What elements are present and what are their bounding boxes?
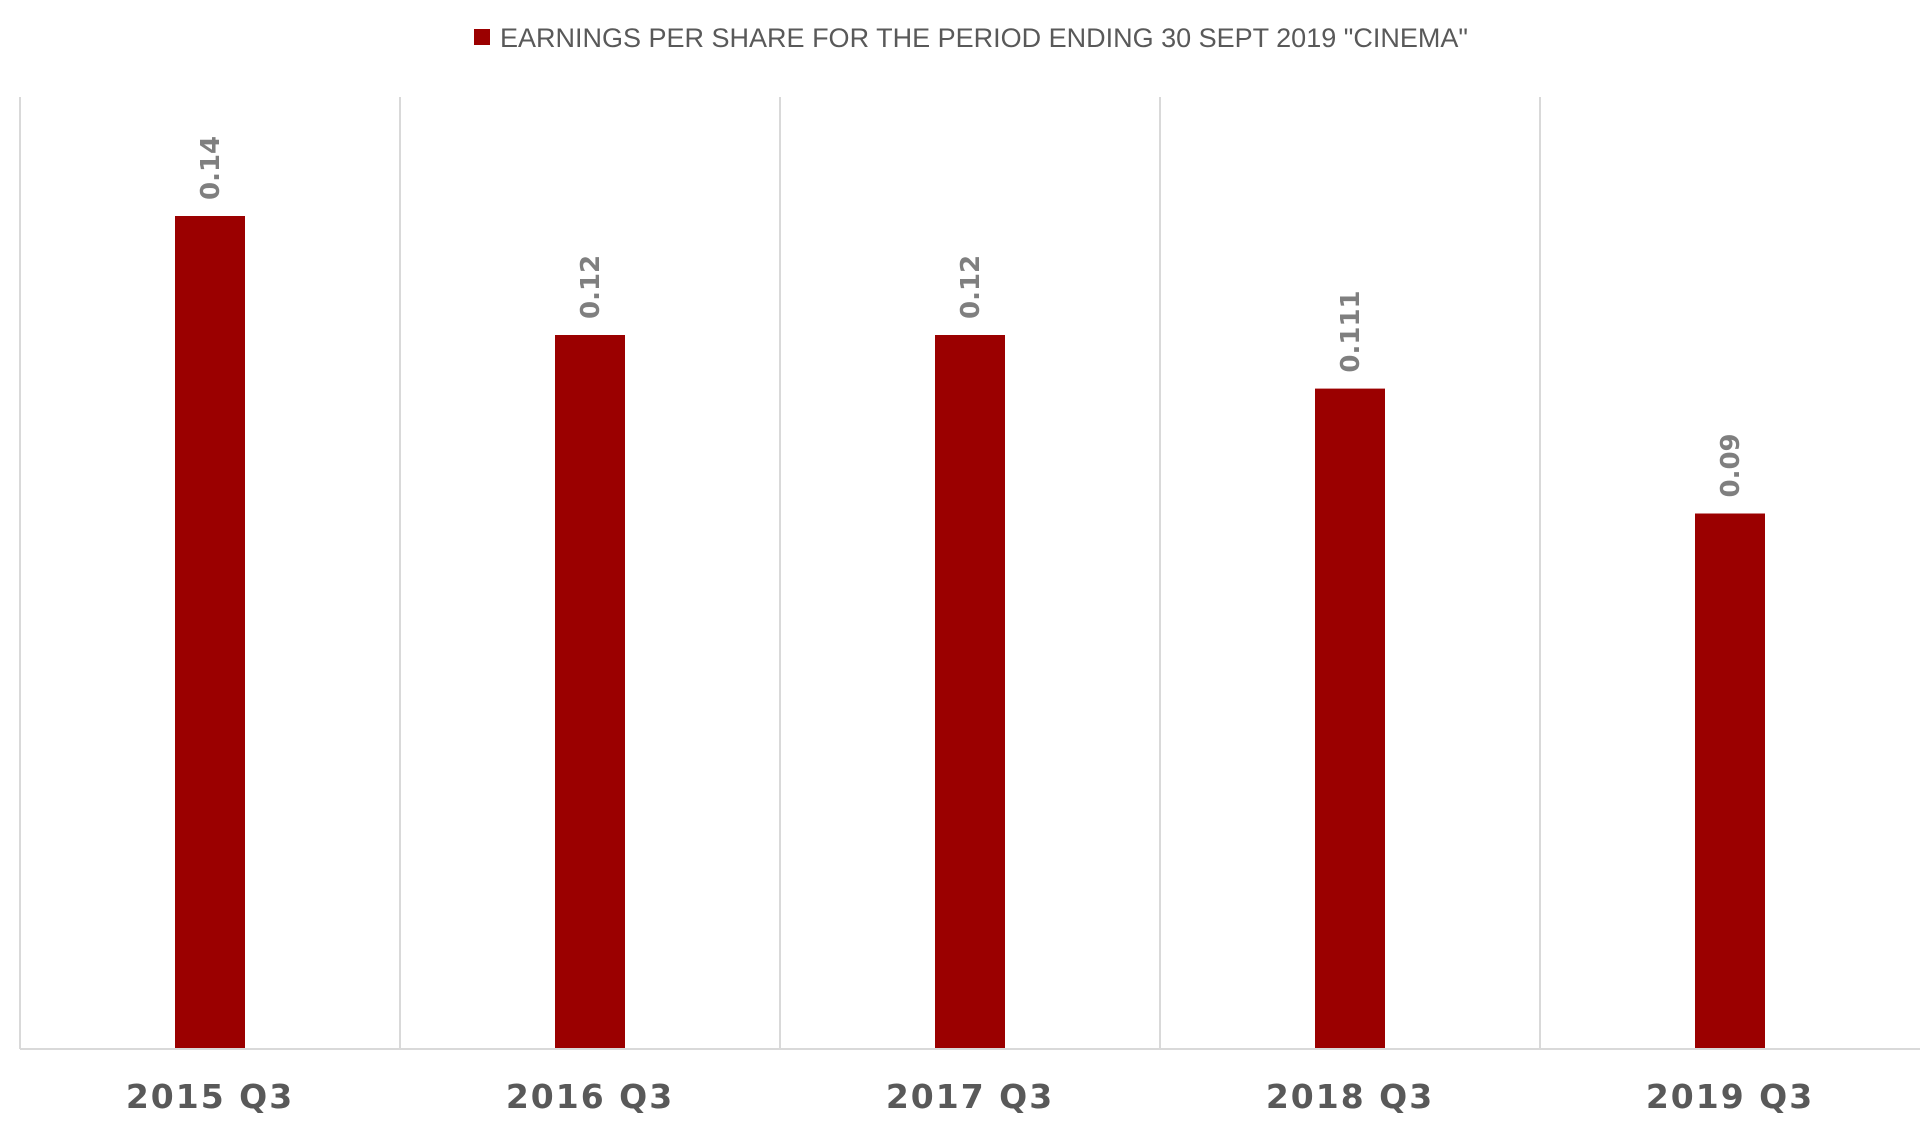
category-label: 2019 Q3	[1646, 1077, 1814, 1116]
bar-2018-q3	[1315, 388, 1385, 1050]
plot-area: 0.14 2015 Q3 0.12 2016 Q3 0.12 2017 Q3 0.111 20…	[19, 97, 1920, 1116]
data-label: 0.09	[1716, 433, 1746, 497]
bar-2017-q3	[935, 335, 1005, 1049]
bar-2019-q3	[1695, 513, 1765, 1049]
legend: EARNINGS PER SHARE FOR THE PERIOD ENDING…	[474, 23, 1468, 53]
bar-2015-q3	[175, 216, 245, 1049]
data-label: 0.14	[196, 136, 226, 200]
category-label: 2015 Q3	[126, 1077, 294, 1116]
data-label: 0.12	[956, 255, 986, 319]
bar-2016-q3	[555, 335, 625, 1049]
category-label: 2017 Q3	[886, 1077, 1054, 1116]
data-label: 0.12	[576, 255, 606, 319]
legend-label: EARNINGS PER SHARE FOR THE PERIOD ENDING…	[500, 23, 1468, 53]
data-label: 0.111	[1336, 290, 1366, 372]
legend-swatch	[474, 29, 490, 45]
category-label: 2018 Q3	[1266, 1077, 1434, 1116]
category-label: 2016 Q3	[506, 1077, 674, 1116]
